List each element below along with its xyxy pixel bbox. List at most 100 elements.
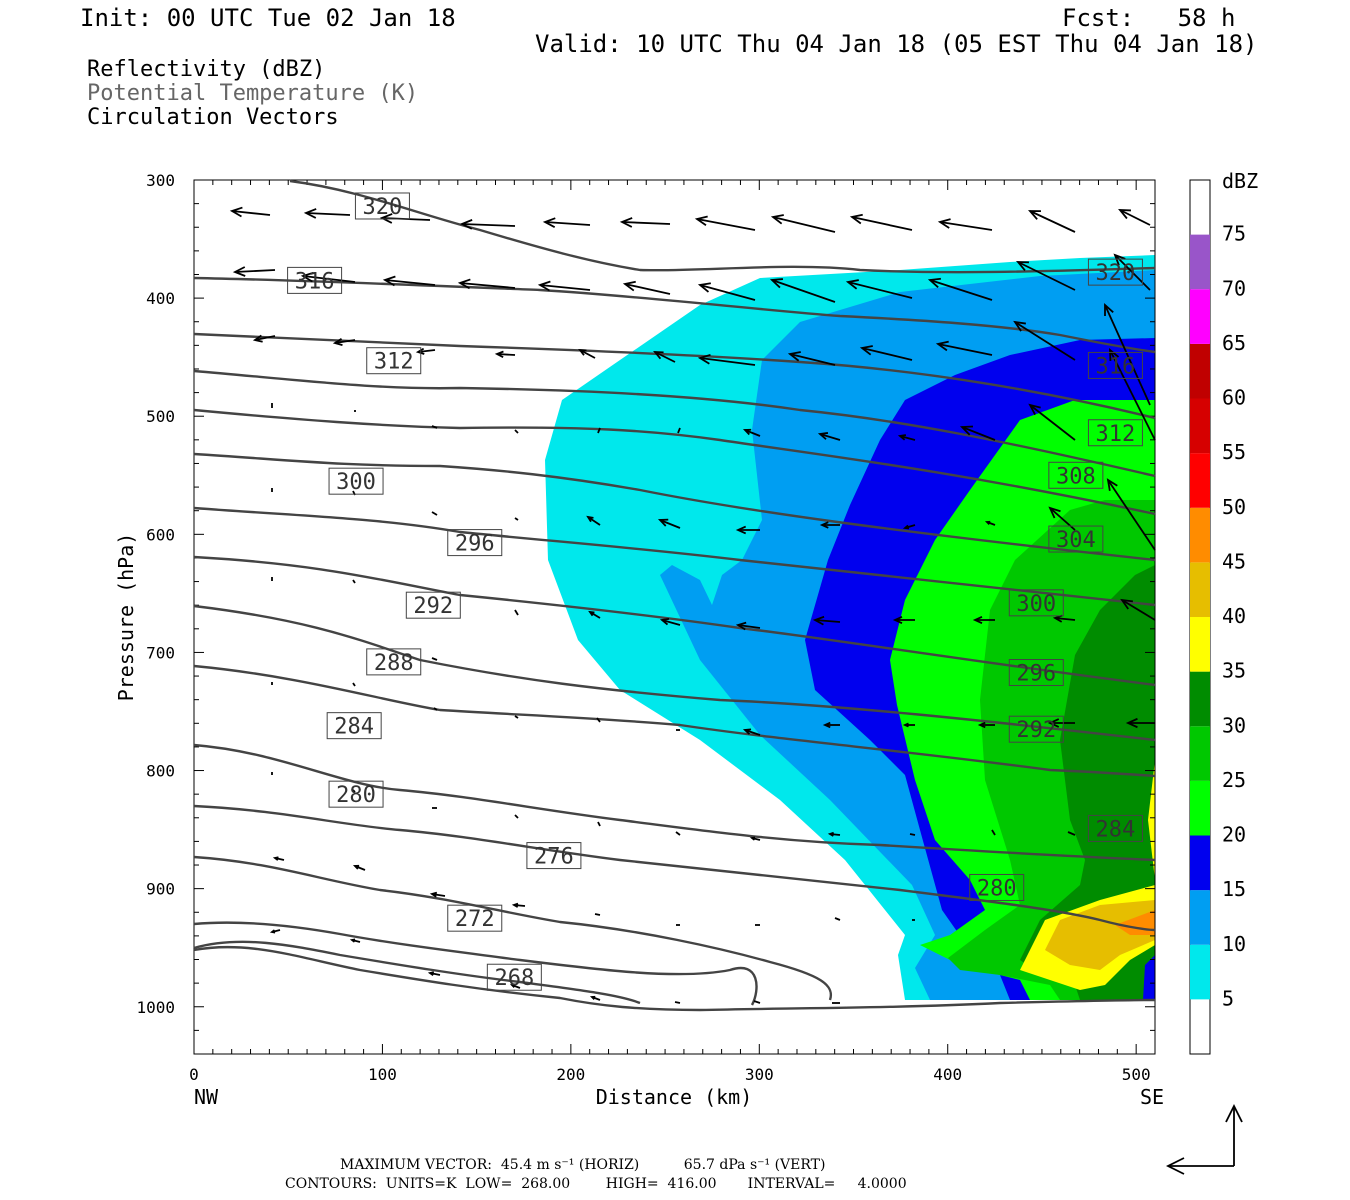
theta-label: 304 — [1048, 525, 1104, 553]
wind-vector — [269, 929, 281, 934]
wind-vector — [753, 1000, 761, 1004]
wind-vector — [229, 206, 271, 218]
colorbar-label: 70 — [1222, 276, 1246, 300]
theta-label: 292 — [405, 591, 461, 619]
wind-vector — [427, 971, 441, 977]
theta-label: 320 — [354, 192, 410, 220]
wind-vector — [514, 609, 519, 616]
colorbar-bin — [1190, 835, 1210, 891]
wind-vector — [812, 615, 841, 626]
y-tick-label: 800 — [146, 762, 175, 781]
wind-vector — [675, 831, 681, 836]
wind-vector — [909, 833, 916, 836]
wind-vector — [694, 215, 756, 231]
wind-vector — [659, 618, 681, 626]
colorbar-bin — [1190, 507, 1210, 563]
colorbar-label: 65 — [1222, 331, 1246, 355]
wind-vector — [459, 219, 516, 230]
x-tick-label: 300 — [745, 1065, 774, 1084]
wind-vector — [849, 213, 913, 231]
wind-vector — [514, 715, 519, 719]
theta-label: 308 — [1048, 461, 1104, 489]
colorbar-bin — [1190, 780, 1210, 836]
refl-30 — [1020, 565, 1155, 1000]
theta-label-text: 288 — [374, 651, 414, 676]
wind-vector — [787, 351, 836, 366]
wind-vector — [594, 913, 601, 916]
valid-time: Valid: 10 UTC Thu 04 Jan 18 (05 EST Thu … — [535, 30, 1258, 58]
colorbar-label: 30 — [1222, 713, 1246, 737]
wind-vector — [514, 429, 519, 434]
refl-40 — [1045, 900, 1155, 970]
wind-vector — [1016, 261, 1076, 291]
wind-vector — [935, 340, 993, 356]
colorbar-label: 60 — [1222, 386, 1246, 410]
theta-label: 296 — [1008, 659, 1064, 687]
theta-label-text: 292 — [1016, 718, 1056, 743]
x-tick-label: 100 — [368, 1065, 397, 1084]
wind-vector — [589, 995, 601, 1001]
theta-label-text: 316 — [1096, 354, 1136, 379]
y-axis-ticks: 300 400 500 600 700 800 900 1000 — [136, 171, 1155, 1055]
reflectivity-colorbar: 5 10 15 20 25 30 35 40 45 50 55 60 65 70 75 — [1189, 179, 1246, 1055]
wind-vector — [937, 218, 993, 231]
theta-label-text: 316 — [295, 269, 335, 294]
wind-vector — [1120, 598, 1156, 621]
x-tick-label: 200 — [556, 1065, 585, 1084]
wind-vector — [770, 214, 836, 233]
wind-vector — [509, 983, 521, 989]
wind-vector — [834, 917, 841, 921]
wind-vector — [352, 682, 356, 687]
colorbar-bin — [1190, 562, 1210, 617]
wind-vector — [303, 208, 351, 219]
wind-vector — [431, 657, 438, 661]
colorbar-label: 35 — [1222, 659, 1246, 683]
theta-label: 288 — [366, 648, 422, 676]
colorbar-bin — [1190, 890, 1210, 945]
y-tick-label: 1000 — [136, 998, 175, 1017]
max-vector-note: MAXIMUM VECTOR: 45.4 m s⁻¹ (HORIZ) 65.7 … — [340, 1157, 826, 1173]
y-axis-label: Pressure (hPa) — [114, 533, 138, 702]
colorbar-bin — [1190, 343, 1210, 399]
theta-label-text: 296 — [455, 532, 495, 557]
theta-label: 284 — [326, 712, 382, 740]
y-tick-label: 600 — [146, 525, 175, 544]
x-tick-label: 0 — [189, 1065, 199, 1084]
field-reflectivity: Reflectivity (dBZ) — [87, 57, 326, 82]
wind-vector — [232, 266, 276, 277]
x-left-end-label: NW — [194, 1085, 219, 1109]
wind-vector — [300, 271, 356, 283]
theta-label-text: 284 — [1096, 817, 1136, 842]
colorbar-title: dBZ — [1222, 169, 1258, 193]
y-tick-label: 700 — [146, 643, 175, 662]
theta-label-text: 272 — [455, 907, 495, 932]
wind-vector — [735, 525, 760, 535]
theta-label-text: 292 — [413, 594, 453, 619]
colorbar-bin — [1190, 617, 1210, 672]
colorbar-label: 20 — [1222, 823, 1246, 847]
refl-15-small — [1143, 955, 1155, 1000]
wind-vector — [1067, 831, 1076, 836]
wind-vector — [1013, 320, 1076, 361]
colorbar-label: 40 — [1222, 604, 1246, 628]
colorbar-label: 45 — [1222, 549, 1246, 573]
wind-vector — [742, 428, 761, 437]
y-tick-label: 300 — [146, 171, 175, 190]
wind-vector — [622, 280, 671, 295]
x-right-end-label: SE — [1140, 1085, 1164, 1109]
wind-vector — [972, 616, 995, 624]
wind-vector — [431, 511, 438, 516]
theta-label-text: 312 — [1096, 422, 1136, 447]
theta-label-text: 268 — [494, 966, 534, 991]
theta-label: 316 — [1087, 351, 1143, 379]
theta-label-text: 276 — [534, 845, 574, 870]
theta-label-text: 280 — [336, 783, 376, 808]
wind-vector — [619, 217, 671, 228]
wind-vector — [586, 515, 601, 526]
init-time: Init: 00 UTC Tue 02 Jan 18 — [80, 4, 456, 32]
wind-vector — [822, 721, 840, 729]
wind-vector — [597, 427, 601, 434]
wind-vector — [1109, 348, 1156, 441]
wind-vector — [927, 277, 993, 301]
